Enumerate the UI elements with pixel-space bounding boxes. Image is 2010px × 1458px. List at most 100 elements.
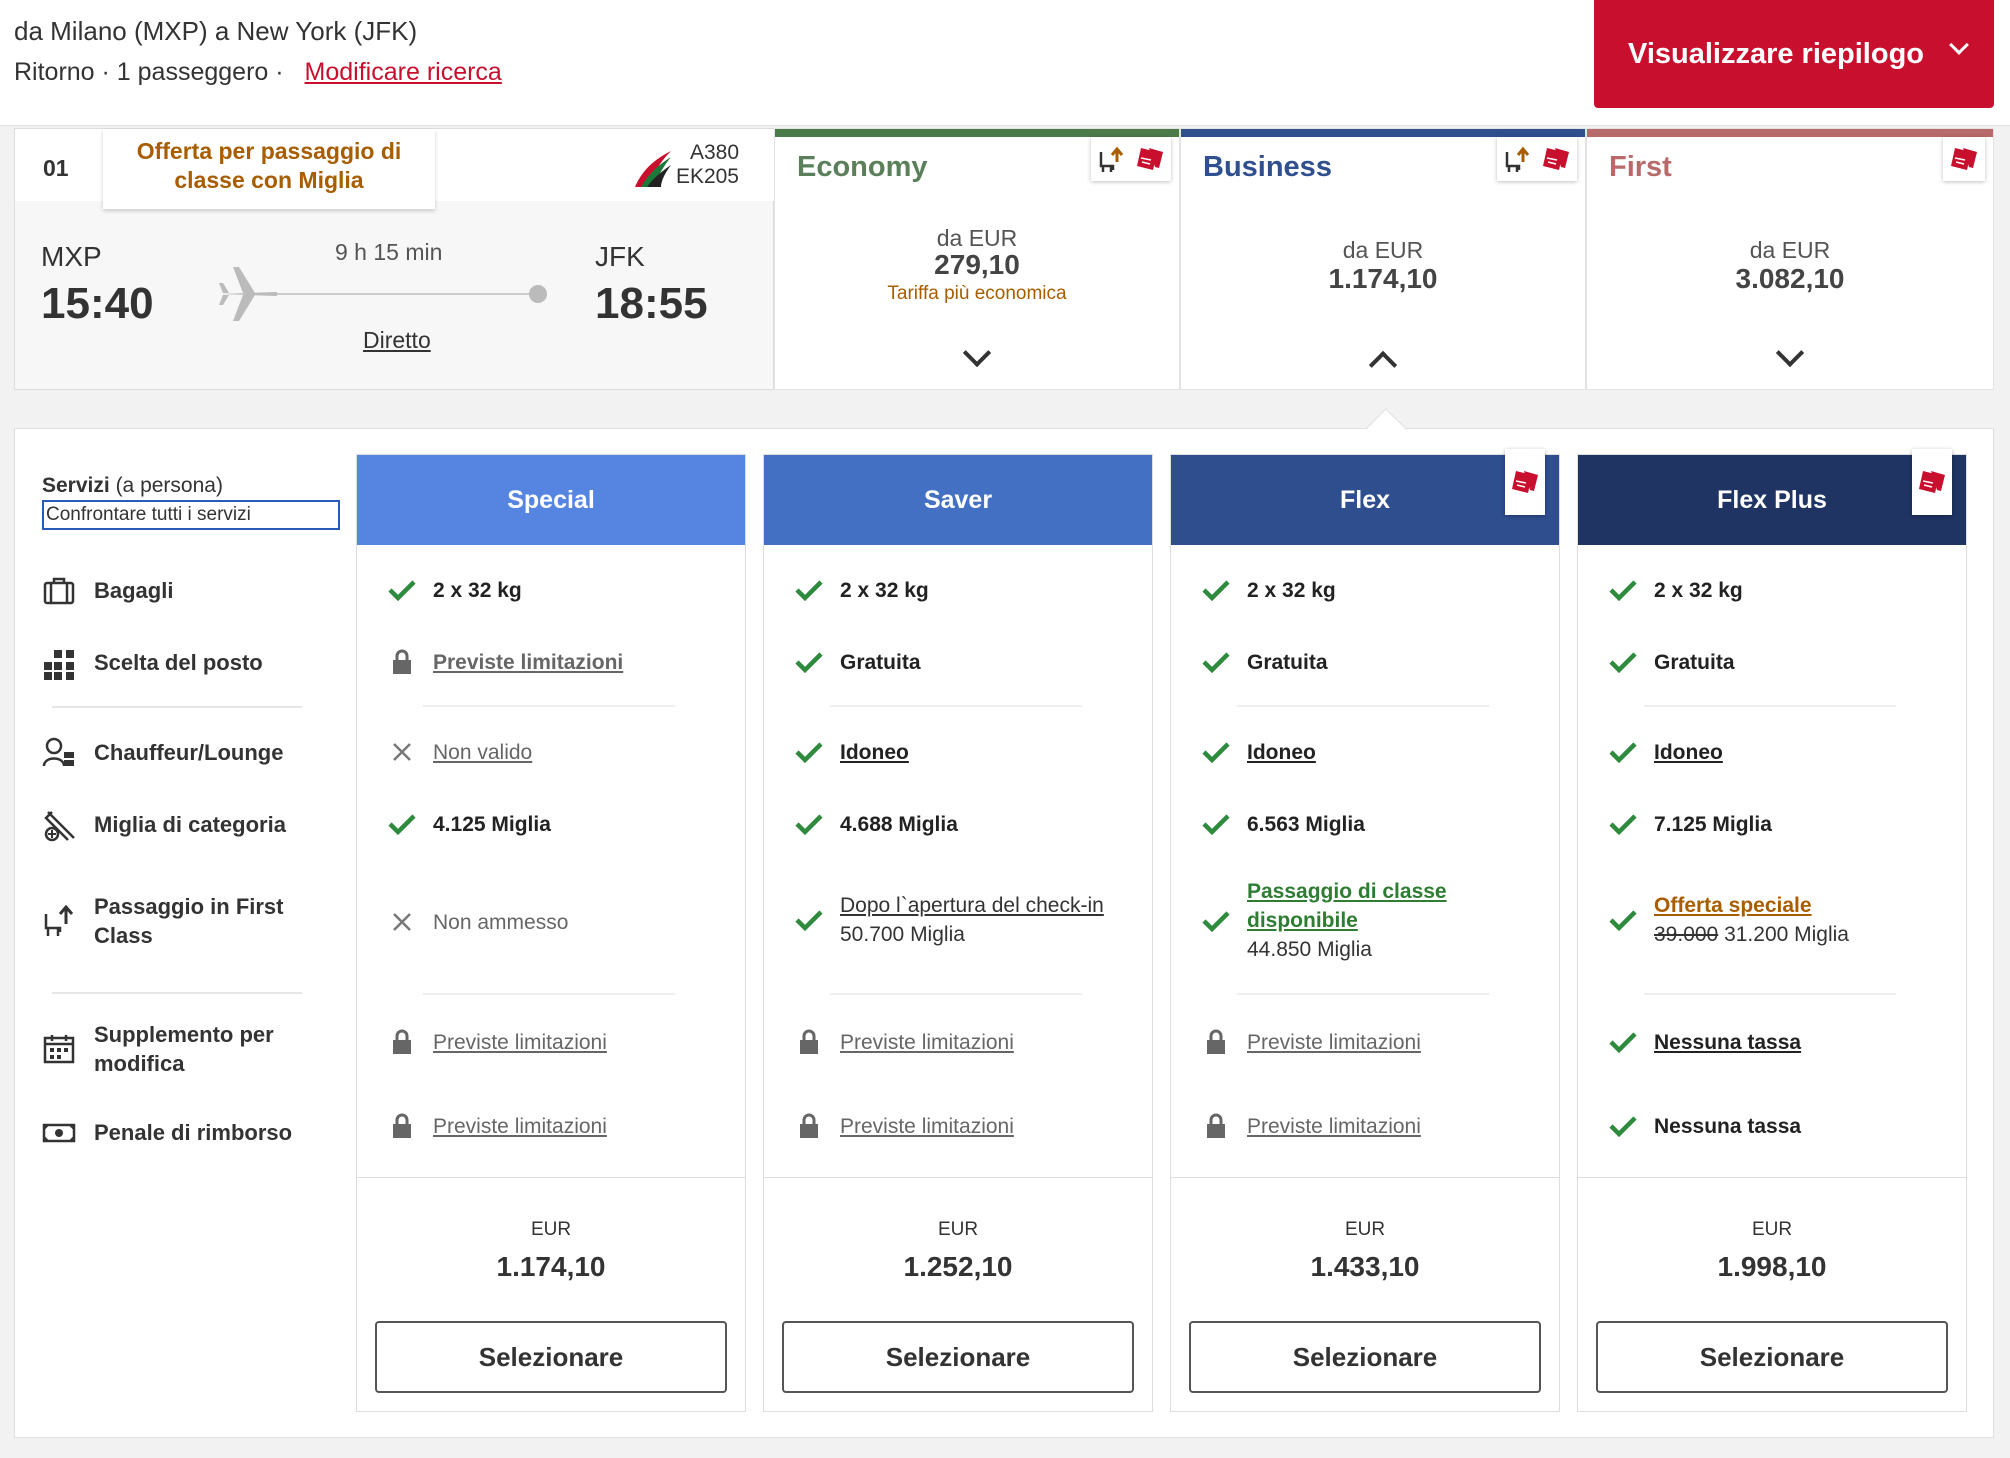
upgrade-available-link[interactable]: Passaggio di classe [1247, 880, 1447, 903]
miles-card-icon [1137, 148, 1163, 170]
lock-icon [1199, 1109, 1233, 1143]
fare-seat: Gratuita [1606, 645, 1735, 679]
miles-card-icon [1505, 449, 1545, 515]
upgrade-after-checkin-link[interactable]: Dopo l`apertura del check-in [840, 894, 1104, 917]
service-label: Chauffeur/Lounge [94, 740, 284, 765]
checkmark-icon [1606, 1109, 1640, 1143]
service-chauffeur-lounge: Chauffeur/Lounge [42, 736, 283, 770]
cabin-from-label: da EUR [1342, 237, 1424, 263]
miles-upgrade-offer-badge[interactable]: Offerta per passaggio di classe con Migl… [103, 129, 435, 209]
fare-price: 1.433,10 [1310, 1251, 1420, 1282]
restrictions-link[interactable]: Previste limitazioni [840, 1114, 1014, 1138]
lock-icon [385, 1109, 419, 1143]
restrictions-link[interactable]: Previste limitazioni [433, 650, 624, 674]
divider [423, 705, 675, 707]
service-label: Miglia di categoria [94, 812, 286, 837]
eligible-link[interactable]: Idoneo [840, 740, 909, 764]
fare-upgrade: Dopo l`apertura del check-in 50.700 Migl… [792, 891, 1104, 949]
upgrade-miles: 44.850 Miglia [1247, 938, 1372, 961]
fare-currency: EUR [1344, 1219, 1386, 1240]
cabin-tab-first[interactable]: First da EUR 3.082,10 [1586, 128, 1994, 390]
trip-details: Ritorno · 1 passeggero · Modificare rice… [14, 58, 502, 87]
compare-all-services-link[interactable]: Confrontare tutti i servizi [42, 500, 340, 530]
service-label: Scelta del posto [94, 650, 263, 675]
eligible-link[interactable]: Idoneo [1247, 740, 1316, 764]
select-fare-button[interactable]: Selezionare [1596, 1321, 1948, 1393]
new-miles-price: 31.200 Miglia [1724, 923, 1849, 946]
cabin-name: Economy [797, 151, 928, 183]
fare-refund: Previste limitazioni [1199, 1109, 1421, 1143]
seat-upgrade-icon [1505, 146, 1530, 172]
fare-change: Previste limitazioni [385, 1025, 607, 1059]
no-fee-link[interactable]: Nessuna tassa [1654, 1030, 1802, 1054]
restrictions-link[interactable]: Previste limitazioni [840, 1030, 1014, 1054]
cabin-feature-icons [1497, 137, 1577, 181]
select-fare-button[interactable]: Selezionare [1189, 1321, 1541, 1393]
lock-icon [1199, 1025, 1233, 1059]
checkmark-icon [1606, 645, 1640, 679]
divider [1578, 1177, 1966, 1178]
stops-link[interactable]: Diretto [363, 327, 431, 353]
fare-seat: Previste limitazioni [385, 645, 623, 679]
select-fare-button[interactable]: Selezionare [375, 1321, 727, 1393]
fare-name[interactable]: Flex Plus [1578, 455, 1966, 545]
checkmark-icon [1199, 735, 1233, 769]
checkmark-icon [1606, 903, 1640, 937]
checkmark-icon [792, 645, 826, 679]
divider [1644, 705, 1896, 707]
fare-name[interactable]: Special [357, 455, 745, 545]
checkmark-icon [792, 735, 826, 769]
restrictions-link[interactable]: Previste limitazioni [1247, 1030, 1421, 1054]
flight-duration: 9 h 15 min [335, 239, 443, 265]
seat-map-icon [44, 650, 74, 680]
fare-currency: EUR [937, 1219, 979, 1240]
airplane-icon [219, 267, 278, 321]
fare-value: 7.125 Miglia [1654, 812, 1772, 836]
special-offer-link[interactable]: Offerta speciale [1654, 894, 1812, 917]
cabin-price: 1.174,10 [1328, 263, 1438, 294]
cabin-color-bar [1181, 129, 1585, 137]
fare-name[interactable]: Flex [1171, 455, 1559, 545]
fare-change: Previste limitazioni [1199, 1025, 1421, 1059]
view-summary-button[interactable]: Visualizzare riepilogo [1594, 0, 1994, 108]
search-summary-bar: da Milano (MXP) a New York (JFK) Ritorno… [0, 0, 2010, 126]
seat-upgrade-icon [1099, 146, 1124, 172]
fare-upgrade: Passaggio di classe disponibile 44.850 M… [1199, 877, 1447, 964]
miles-card-icon [1543, 148, 1569, 170]
service-label: Passaggio in First Class [94, 894, 284, 948]
fare-value: 2 x 32 kg [1247, 578, 1336, 602]
fare-refund: Nessuna tassa [1606, 1109, 1801, 1143]
checkmark-icon [385, 807, 419, 841]
fare-value: 4.125 Miglia [433, 812, 551, 836]
fare-chauffeur: Idoneo [1606, 735, 1723, 769]
divider [830, 993, 1082, 995]
restrictions-link[interactable]: Previste limitazioni [433, 1030, 607, 1054]
checkmark-icon [1606, 807, 1640, 841]
cabin-color-bar [1587, 129, 1993, 137]
departure-time: 15:40 [41, 279, 154, 328]
departure-airport: MXP [41, 241, 102, 272]
divider [423, 993, 675, 995]
calendar-icon [43, 1035, 75, 1064]
fare-refund: Previste limitazioni [385, 1109, 607, 1143]
services-per-person: (a persona) [115, 474, 223, 497]
restrictions-link[interactable]: Previste limitazioni [433, 1114, 607, 1138]
upgrade-available-link-line2[interactable]: disponibile [1247, 909, 1358, 932]
chevron-down-icon [1949, 35, 1969, 55]
upgrade-miles: 50.700 Miglia [840, 923, 965, 946]
chevron-down-icon [962, 338, 992, 368]
not-valid-link[interactable]: Non valido [433, 740, 533, 764]
chevron-down-icon [1775, 338, 1805, 368]
checkmark-icon [1199, 904, 1233, 938]
fare-name[interactable]: Saver [764, 455, 1152, 545]
cabin-tab-economy[interactable]: Economy da EUR 279,10 Tariffa più econom… [774, 128, 1180, 390]
checkmark-icon [792, 807, 826, 841]
plane-miles-icon [44, 811, 75, 842]
eligible-link[interactable]: Idoneo [1654, 740, 1723, 764]
cabin-tab-business[interactable]: Business da EUR 1.174,10 [1180, 128, 1586, 390]
flight-card: 01 Offerta per passaggio di classe con M… [14, 128, 775, 390]
select-fare-button[interactable]: Selezionare [782, 1321, 1134, 1393]
restrictions-link[interactable]: Previste limitazioni [1247, 1114, 1421, 1138]
flight-code: EK205 [675, 165, 739, 188]
modify-search-link[interactable]: Modificare ricerca [304, 58, 502, 86]
